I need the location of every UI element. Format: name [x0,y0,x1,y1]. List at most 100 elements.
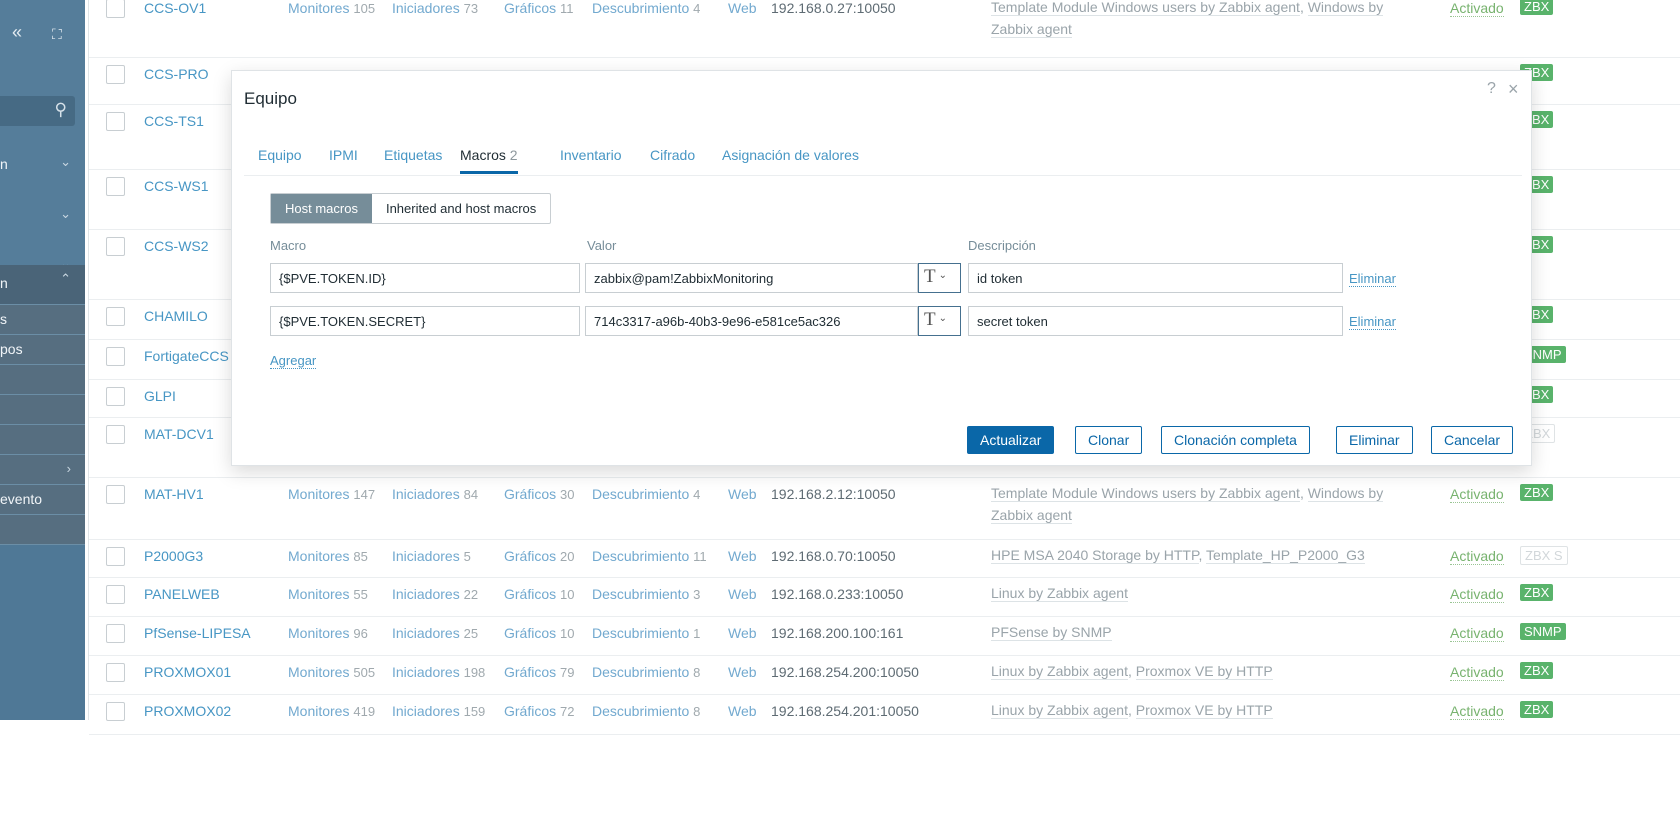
host-macros-button[interactable]: Host macros [271,194,372,223]
cancel-button[interactable]: Cancelar [1431,426,1514,454]
sidebar-submenu-item[interactable]: pos [0,335,85,365]
tab-ipmi[interactable]: IPMI [329,147,358,163]
descubrimiento-link[interactable]: Descubrimiento 3 [592,586,700,602]
host-name-link[interactable]: CCS-WS2 [144,238,209,254]
descubrimiento-link[interactable]: Descubrimiento 4 [592,486,700,502]
sidebar-menu-item[interactable]: ⌄ [0,250,85,286]
row-checkbox[interactable] [106,547,125,566]
host-name-link[interactable]: PROXMOX02 [144,703,232,719]
row-checkbox[interactable] [106,425,125,444]
template-link[interactable]: Linux by Zabbix agent [991,663,1128,680]
row-checkbox[interactable] [106,177,125,196]
sidebar-submenu-item[interactable]: › [0,455,85,485]
descubrimiento-link[interactable]: Descubrimiento 8 [592,703,700,719]
graficos-link[interactable]: Gráficos 11 [504,0,574,16]
template-link[interactable]: Linux by Zabbix agent [991,585,1128,602]
row-checkbox[interactable] [106,387,125,406]
full-clone-button[interactable]: Clonación completa [1161,426,1310,454]
update-button[interactable]: Actualizar [967,426,1055,454]
graficos-link[interactable]: Gráficos 10 [504,625,574,641]
kiosk-mode-icon[interactable]: ⛶ [52,26,62,42]
status-toggle[interactable]: Activado [1450,586,1504,603]
graficos-link[interactable]: Gráficos 30 [504,486,574,502]
tab-cifrado[interactable]: Cifrado [650,147,695,163]
tab-equipo[interactable]: Equipo [258,147,302,163]
template-link[interactable]: HPE MSA 2040 Storage by HTTP [991,547,1199,564]
web-link[interactable]: Web [728,586,757,602]
tab-macros[interactable]: Macros 2 [460,147,518,174]
template-link[interactable]: Template Module Windows users by Zabbix … [991,0,1300,16]
macro-name-input[interactable]: {$PVE.TOKEN.ID} [270,263,580,293]
close-icon[interactable]: × [1508,79,1519,99]
graficos-link[interactable]: Gráficos 20 [504,548,574,564]
template-link[interactable]: Proxmox VE by HTTP [1135,663,1273,680]
web-link[interactable]: Web [728,548,757,564]
row-checkbox[interactable] [106,307,125,326]
template-link[interactable]: Template Module Windows users by Zabbix … [991,485,1300,502]
row-checkbox[interactable] [106,347,125,366]
web-link[interactable]: Web [728,703,757,719]
sidebar-submenu-item[interactable] [0,365,85,395]
host-name-link[interactable]: PROXMOX01 [144,664,232,680]
macro-description-input[interactable]: id token [968,263,1343,293]
macro-type-dropdown[interactable]: T ⌄ [918,306,961,336]
sidebar-submenu-item[interactable] [0,425,85,455]
graficos-link[interactable]: Gráficos 72 [504,703,574,719]
row-checkbox[interactable] [106,702,125,721]
macro-value-input[interactable]: 714c3317-a96b-40b3-9e96-e581ce5ac326 [585,306,918,336]
host-name-link[interactable]: GLPI [144,388,176,404]
row-checkbox[interactable] [106,65,125,84]
collapse-sidebar-icon[interactable]: « [12,22,23,42]
status-toggle[interactable]: Activado [1450,486,1504,503]
sidebar-menu-item[interactable]: ⌄ [0,200,85,236]
macro-value-input[interactable]: zabbix@pam!ZabbixMonitoring [585,263,918,293]
web-link[interactable]: Web [728,486,757,502]
delete-button[interactable]: Eliminar [1336,426,1413,454]
host-name-link[interactable]: CHAMILO [144,308,208,324]
monitores-link[interactable]: Monitores 147 [288,486,375,502]
status-toggle[interactable]: Activado [1450,625,1504,642]
row-checkbox[interactable] [106,0,125,18]
sidebar-menu-item[interactable]: n ⌃ [0,265,85,305]
template-link[interactable]: Template_HP_P2000_G3 [1206,547,1365,564]
descubrimiento-link[interactable]: Descubrimiento 8 [592,664,700,680]
remove-macro-link[interactable]: Eliminar [1349,314,1396,330]
row-checkbox[interactable] [106,237,125,256]
host-name-link[interactable]: MAT-HV1 [144,486,204,502]
host-name-link[interactable]: CCS-TS1 [144,113,204,129]
sidebar-menu-item[interactable]: n ⌄ [0,148,85,184]
macro-description-input[interactable]: secret token [968,306,1343,336]
help-icon[interactable]: ? [1487,80,1496,97]
macro-type-dropdown[interactable]: T ⌄ [918,263,961,293]
status-toggle[interactable]: Activado [1450,664,1504,681]
host-name-link[interactable]: P2000G3 [144,548,204,564]
sidebar-search-input[interactable]: ⚲ [0,96,75,126]
status-toggle[interactable]: Activado [1450,0,1504,17]
monitores-link[interactable]: Monitores 96 [288,625,368,641]
tab-asignación-de-valores[interactable]: Asignación de valores [722,147,859,163]
macro-name-input[interactable]: {$PVE.TOKEN.SECRET} [270,306,580,336]
status-toggle[interactable]: Activado [1450,548,1504,565]
sidebar-submenu-item[interactable]: evento [0,485,85,515]
template-link[interactable]: Windows by Zabbix agent [991,0,1384,38]
monitores-link[interactable]: Monitores 105 [288,0,375,16]
status-toggle[interactable]: Activado [1450,703,1504,720]
host-name-link[interactable]: CCS-PRO [144,66,209,82]
tab-etiquetas[interactable]: Etiquetas [384,147,442,163]
row-checkbox[interactable] [106,112,125,131]
iniciadores-link[interactable]: Iniciadores 73 [392,0,478,16]
template-link[interactable]: Windows by Zabbix agent [991,485,1384,524]
tab-inventario[interactable]: Inventario [560,147,621,163]
descubrimiento-link[interactable]: Descubrimiento 4 [592,0,700,16]
row-checkbox[interactable] [106,663,125,682]
sidebar-submenu-item[interactable] [0,395,85,425]
monitores-link[interactable]: Monitores 419 [288,703,375,719]
iniciadores-link[interactable]: Iniciadores 84 [392,486,478,502]
sidebar-submenu-item[interactable]: s [0,305,85,335]
template-link[interactable]: Linux by Zabbix agent [991,702,1128,719]
iniciadores-link[interactable]: Iniciadores 198 [392,664,485,680]
iniciadores-link[interactable]: Iniciadores 25 [392,625,478,641]
graficos-link[interactable]: Gráficos 79 [504,664,574,680]
template-link[interactable]: Proxmox VE by HTTP [1135,702,1273,719]
descubrimiento-link[interactable]: Descubrimiento 11 [592,548,707,564]
